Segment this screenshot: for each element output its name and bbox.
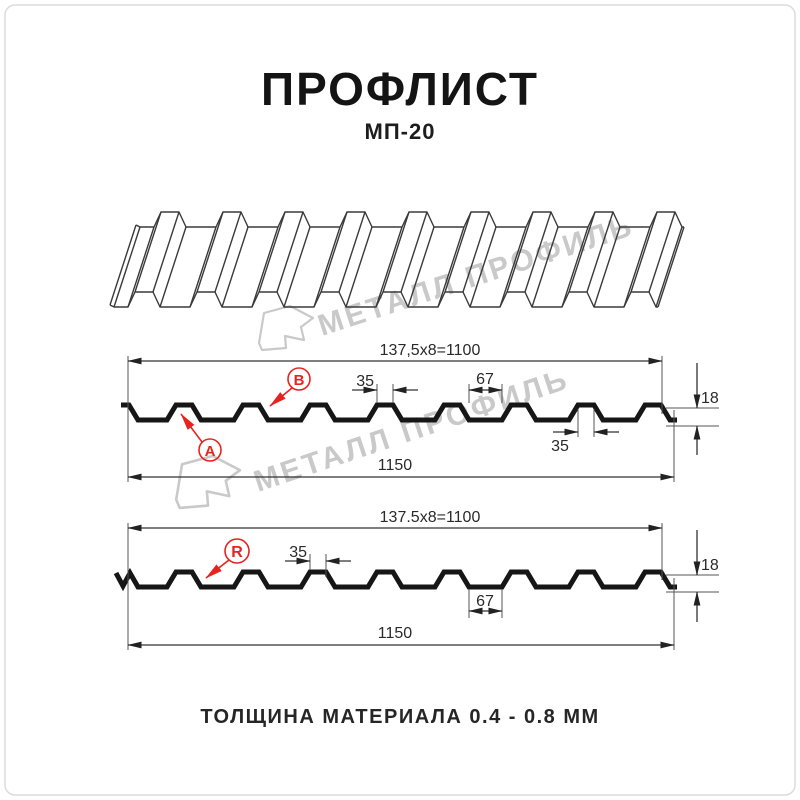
dim-ticks-rib-bottom	[577, 409, 595, 437]
dim-total-width-label: 1150	[378, 625, 413, 642]
profile-outline	[113, 567, 677, 592]
profile-outline	[121, 402, 677, 423]
sheet-3d-rib-lines	[127, 211, 683, 308]
marker-a-circle-icon	[198, 438, 222, 462]
material-thickness-note: ТОЛЩИНА МАТЕРИАЛА 0.4 - 0.8 ММ	[200, 706, 599, 728]
dim-ticks-rib-top	[376, 384, 394, 403]
marker-b-leader	[269, 387, 293, 407]
cross-section-wall-profile: 137,5x8=1100 35 67 18 35 1150 A	[121, 342, 719, 482]
marker-r-badge: R	[205, 538, 250, 579]
marker-b-label: B	[294, 372, 305, 389]
dim-rib-bottom-label: 35	[551, 438, 569, 455]
dim-total-width-label: 1150	[378, 457, 413, 474]
sheet-3d-left-cut-edge	[109, 224, 685, 308]
watermark-brand-lower: МЕТАЛЛ ПРОФИЛЬ	[174, 363, 573, 510]
marker-r-label: R	[231, 544, 243, 561]
marker-r-circle-icon	[224, 538, 250, 564]
marker-a-leader	[180, 413, 203, 443]
dim-rib-top-label: 35	[289, 544, 307, 561]
extension-lines	[127, 523, 719, 650]
dim-valley-label: 67	[476, 593, 494, 610]
dim-module-width-label: 137.5x8=1100	[380, 509, 481, 526]
metall-profil-logo-icon	[257, 304, 315, 352]
extension-lines	[127, 356, 719, 482]
marker-a-badge: A	[180, 413, 222, 462]
marker-b-circle-icon	[287, 367, 311, 391]
sheet-3d-bottom-edge	[114, 291, 658, 308]
metall-profil-logo-icon	[174, 454, 242, 510]
dim-rib-top-label: 35	[356, 373, 374, 390]
marker-r-leader	[205, 559, 230, 579]
marker-b-badge: B	[269, 367, 311, 407]
dim-valley-label: 67	[476, 371, 494, 388]
page-title: ПРОФЛИСТ	[261, 63, 539, 115]
page-border	[4, 4, 796, 796]
sheet-3d-view	[109, 211, 685, 308]
product-model: МП-20	[365, 119, 436, 144]
marker-a-label: A	[205, 443, 216, 460]
dim-module-width-label: 137,5x8=1100	[380, 342, 481, 359]
dim-height-label: 18	[701, 390, 719, 407]
dim-height-label: 18	[701, 557, 719, 574]
cross-section-roof-profile: 137.5x8=1100 35 67 18 1150 R	[113, 509, 719, 650]
sheet-3d-top-edge	[140, 211, 684, 228]
